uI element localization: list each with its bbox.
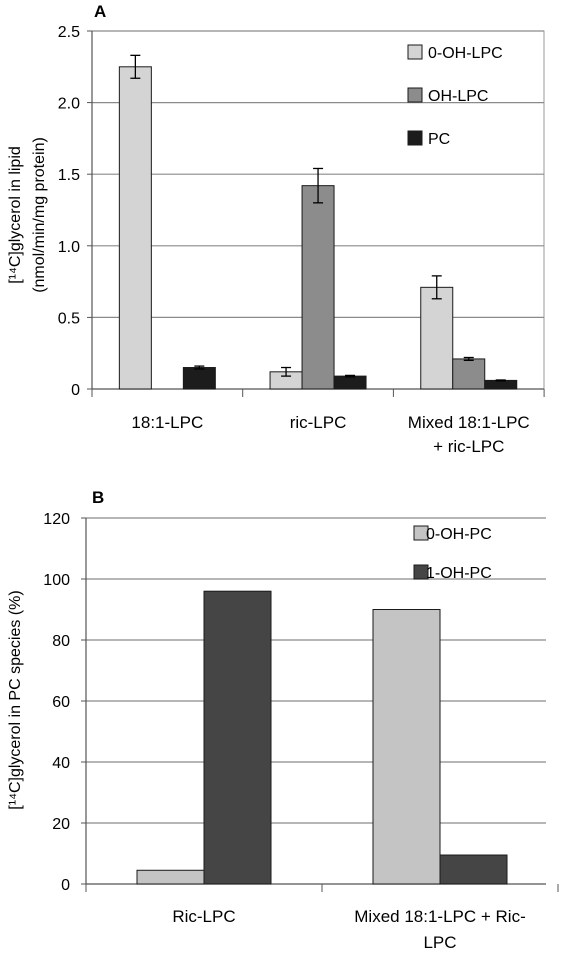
bar-1-oh-pc-1 [439, 854, 508, 885]
bar-oh-lpc-1 [301, 185, 335, 390]
x-category-label: + ric-LPC [433, 437, 504, 456]
x-category-label: Ric-LPC [172, 907, 235, 926]
y-tick-label: 2.5 [58, 24, 80, 41]
x-category-label: 18:1-LPC [131, 413, 203, 432]
y-tick-label: 2.0 [58, 96, 80, 113]
panel-letter: B [92, 488, 104, 507]
bar-0-oh-lpc-0 [118, 66, 152, 390]
panel-letter: A [94, 2, 106, 21]
legend-label: 1-OH-PC [426, 565, 492, 582]
panel-b: 0 20 40 60 80 100 120 Ric-LPC Mixed 18:1-LPC + R… [7, 488, 559, 952]
y-tick-label: 1.5 [58, 167, 80, 184]
y-tick-label: 80 [52, 633, 70, 650]
panel-a: 0 0.5 1.0 1.5 2.0 2.5 18:1-LPC ric-LPC Mixed 18:… [7, 2, 545, 456]
bar-pc-0 [182, 367, 216, 390]
x-category-label: LPC [423, 933, 456, 952]
legend-label: 0-OH-LPC [428, 45, 503, 62]
bar-0-oh-lpc-2 [420, 286, 454, 390]
y-tick-label: 1.0 [58, 239, 80, 256]
y-axis-label-line: [¹⁴C]glycerol in lipid [7, 146, 24, 284]
y-axis-label: [¹⁴C]glycerol in lipid (nmol/min/mg prote… [7, 137, 48, 293]
bar-oh-lpc-2 [452, 358, 486, 390]
legend-label: OH-LPC [428, 88, 488, 105]
x-category-label: Mixed 18:1-LPC [408, 413, 530, 432]
y-axis-label-line: [¹⁴C]glycerol in PC species (%) [7, 590, 24, 809]
y-axis-label: [¹⁴C]glycerol in PC species (%) [7, 590, 24, 809]
bar-0-oh-pc-0 [136, 869, 205, 885]
y-tick-label: 20 [52, 816, 70, 833]
y-tick-label: 0.5 [58, 310, 80, 327]
legend-swatch [407, 87, 423, 103]
legend-swatch [407, 44, 423, 60]
legend-swatch [407, 130, 423, 146]
legend-swatch [413, 564, 429, 580]
x-category-label: Mixed 18:1-LPC + Ric- [354, 907, 525, 926]
legend-swatch [413, 525, 429, 541]
y-tick-label: 60 [52, 694, 70, 711]
y-tick-label: 40 [52, 755, 70, 772]
legend-label: PC [428, 131, 450, 148]
y-tick-label: 0 [71, 382, 80, 399]
y-tick-label: 120 [43, 511, 70, 528]
bar-0-oh-pc-1 [372, 609, 441, 885]
y-tick-label: 0 [61, 877, 70, 894]
x-category-label: ric-LPC [290, 413, 347, 432]
bar-pc-1 [333, 375, 367, 390]
bar-pc-2 [484, 379, 518, 390]
y-axis-label-line: (nmol/min/mg protein) [31, 137, 48, 293]
y-tick-label: 100 [43, 572, 70, 589]
legend-label: 0-OH-PC [426, 526, 492, 543]
bar-1-oh-pc-0 [203, 590, 272, 885]
